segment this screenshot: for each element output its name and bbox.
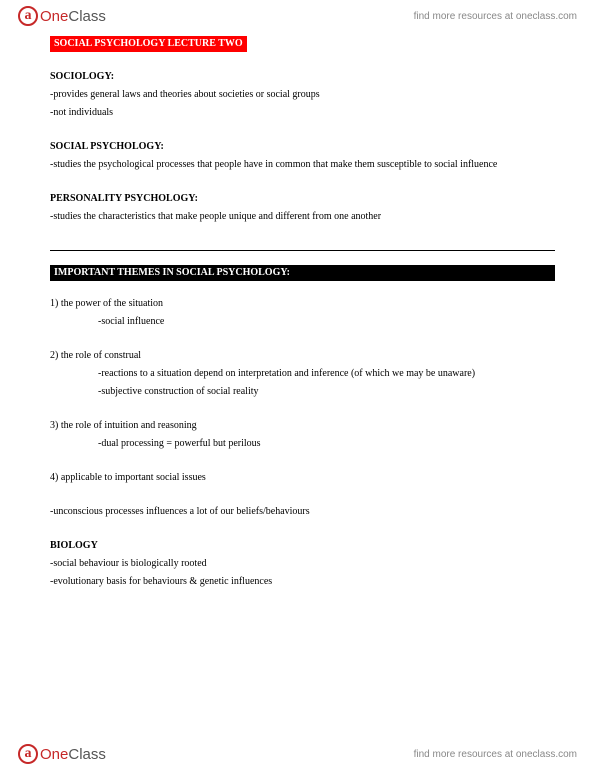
logo-text: OneClass [40, 8, 106, 25]
section-sociology: SOCIOLOGY: -provides general laws and th… [50, 70, 555, 120]
footer-bar: a OneClass find more resources at onecla… [0, 738, 595, 770]
header-bar: a OneClass find more resources at onecla… [0, 0, 595, 32]
logo-icon: a [18, 744, 38, 764]
theme-1: 1) the power of the situation -social in… [50, 297, 555, 329]
theme-3: 3) the role of intuition and reasoning -… [50, 419, 555, 451]
themes-banner: IMPORTANT THEMES IN SOCIAL PSYCHOLOGY: [50, 265, 555, 281]
section-biology: BIOLOGY -social behaviour is biologicall… [50, 539, 555, 589]
logo-icon: a [18, 6, 38, 26]
text-line: -not individuals [50, 106, 555, 120]
header-tagline[interactable]: find more resources at oneclass.com [414, 11, 577, 22]
theme-4: 4) applicable to important social issues [50, 471, 555, 485]
heading-social-psychology: SOCIAL PSYCHOLOGY: [50, 140, 555, 154]
heading-sociology: SOCIOLOGY: [50, 70, 555, 84]
text-line: -unconscious processes influences a lot … [50, 505, 555, 519]
text-line: -social behaviour is biologically rooted [50, 557, 555, 571]
logo-text: OneClass [40, 746, 106, 763]
theme-number-line: 1) the power of the situation [50, 297, 555, 311]
theme-sub-line: -social influence [50, 315, 555, 329]
theme-sub-line: -reactions to a situation depend on inte… [50, 367, 555, 381]
section-social-psychology: SOCIAL PSYCHOLOGY: -studies the psycholo… [50, 140, 555, 172]
text-line: -provides general laws and theories abou… [50, 88, 555, 102]
footer-tagline[interactable]: find more resources at oneclass.com [414, 749, 577, 760]
theme-number-line: 3) the role of intuition and reasoning [50, 419, 555, 433]
theme-sub-line: -dual processing = powerful but perilous [50, 437, 555, 451]
theme-2: 2) the role of construal -reactions to a… [50, 349, 555, 399]
theme-number-line: 4) applicable to important social issues [50, 471, 555, 485]
section-personality-psychology: PERSONALITY PSYCHOLOGY: -studies the cha… [50, 192, 555, 224]
document-body: SOCIAL PSYCHOLOGY LECTURE TWO SOCIOLOGY:… [50, 36, 555, 734]
unconscious-line: -unconscious processes influences a lot … [50, 505, 555, 519]
brand-logo[interactable]: a OneClass [18, 6, 106, 26]
divider [50, 250, 555, 251]
theme-number-line: 2) the role of construal [50, 349, 555, 363]
text-line: -evolutionary basis for behaviours & gen… [50, 575, 555, 589]
heading-personality-psychology: PERSONALITY PSYCHOLOGY: [50, 192, 555, 206]
text-line: -studies the characteristics that make p… [50, 210, 555, 224]
heading-biology: BIOLOGY [50, 539, 555, 553]
brand-logo-footer[interactable]: a OneClass [18, 744, 106, 764]
text-line: -studies the psychological processes tha… [50, 158, 555, 172]
title-banner: SOCIAL PSYCHOLOGY LECTURE TWO [50, 36, 247, 52]
theme-sub-line: -subjective construction of social reali… [50, 385, 555, 399]
